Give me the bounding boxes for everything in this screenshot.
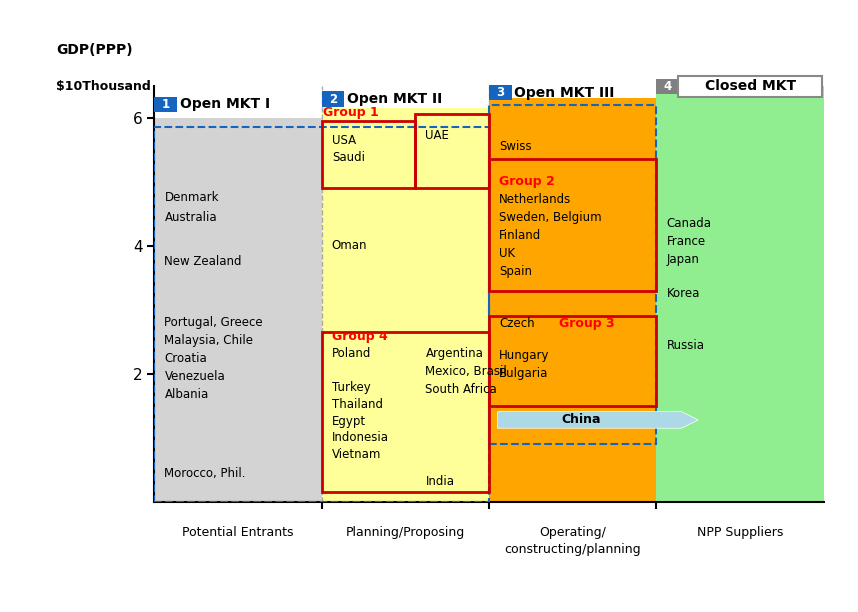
Text: Group 3: Group 3 bbox=[559, 318, 615, 330]
FancyBboxPatch shape bbox=[154, 97, 177, 112]
Text: Portugal, Greece: Portugal, Greece bbox=[165, 316, 263, 329]
Text: Canada: Canada bbox=[667, 217, 711, 230]
Text: Open MKT I: Open MKT I bbox=[179, 97, 269, 111]
Text: Argentina: Argentina bbox=[426, 347, 483, 360]
Text: Netherlands: Netherlands bbox=[499, 193, 571, 206]
Text: 1: 1 bbox=[161, 98, 170, 111]
Text: Turkey: Turkey bbox=[332, 381, 371, 395]
Text: Russia: Russia bbox=[667, 338, 704, 351]
Bar bbox=[489, 105, 656, 444]
Text: Australia: Australia bbox=[165, 211, 217, 223]
Bar bbox=[322, 108, 489, 502]
Bar bbox=[415, 114, 489, 188]
FancyBboxPatch shape bbox=[322, 91, 344, 107]
Text: Operating/
constructing/planning: Operating/ constructing/planning bbox=[505, 526, 641, 556]
Text: Group 2: Group 2 bbox=[499, 175, 555, 188]
Text: Thailand: Thailand bbox=[332, 398, 383, 411]
Text: Saudi: Saudi bbox=[332, 151, 365, 164]
Text: Czech: Czech bbox=[499, 318, 535, 330]
Bar bbox=[489, 99, 656, 502]
Text: 4: 4 bbox=[663, 80, 672, 93]
Text: France: France bbox=[667, 235, 705, 248]
Text: USA: USA bbox=[332, 133, 356, 147]
Bar bbox=[322, 121, 415, 188]
Text: Morocco, Phil.: Morocco, Phil. bbox=[165, 466, 246, 480]
Text: India: India bbox=[426, 475, 455, 488]
Text: Malaysia, Chile: Malaysia, Chile bbox=[165, 334, 253, 347]
Bar bbox=[322, 332, 489, 492]
Bar bbox=[656, 86, 824, 502]
Text: Japan: Japan bbox=[667, 253, 699, 266]
Text: Bulgaria: Bulgaria bbox=[499, 367, 548, 381]
Text: UAE: UAE bbox=[426, 129, 450, 142]
Text: Finland: Finland bbox=[499, 229, 541, 242]
Text: Venezuela: Venezuela bbox=[165, 370, 226, 383]
Text: Sweden, Belgium: Sweden, Belgium bbox=[499, 211, 601, 224]
Text: GDP(PPP): GDP(PPP) bbox=[56, 43, 132, 57]
Text: Spain: Spain bbox=[499, 265, 532, 278]
Text: Closed MKT: Closed MKT bbox=[704, 80, 795, 93]
Text: China: China bbox=[561, 413, 601, 427]
Text: Denmark: Denmark bbox=[165, 192, 219, 204]
Text: Oman: Oman bbox=[332, 239, 367, 252]
Text: Poland: Poland bbox=[332, 347, 372, 360]
FancyArrow shape bbox=[498, 411, 698, 428]
Bar bbox=[154, 118, 322, 502]
Bar bbox=[489, 159, 656, 291]
Text: Egypt: Egypt bbox=[332, 415, 366, 428]
FancyBboxPatch shape bbox=[489, 85, 511, 100]
Text: Potential Entrants: Potential Entrants bbox=[183, 526, 293, 539]
Text: $10Thousand: $10Thousand bbox=[56, 80, 150, 92]
Text: Group 4: Group 4 bbox=[332, 330, 388, 343]
Text: New Zealand: New Zealand bbox=[165, 255, 242, 268]
Text: South Africa: South Africa bbox=[426, 382, 498, 396]
Text: Indonesia: Indonesia bbox=[332, 431, 389, 444]
FancyBboxPatch shape bbox=[678, 76, 822, 97]
Text: Open MKT III: Open MKT III bbox=[514, 86, 614, 100]
Text: 2: 2 bbox=[329, 92, 337, 106]
Text: UK: UK bbox=[499, 247, 515, 260]
Bar bbox=[154, 127, 489, 502]
Text: Croatia: Croatia bbox=[165, 352, 208, 365]
Text: NPP Suppliers: NPP Suppliers bbox=[697, 526, 783, 539]
Text: Planning/Proposing: Planning/Proposing bbox=[346, 526, 465, 539]
Text: Mexico, Brasil: Mexico, Brasil bbox=[426, 365, 507, 378]
Text: Korea: Korea bbox=[667, 288, 700, 300]
Text: Albania: Albania bbox=[165, 388, 208, 401]
Text: Vietnam: Vietnam bbox=[332, 448, 381, 461]
FancyBboxPatch shape bbox=[656, 78, 679, 94]
Bar bbox=[489, 316, 656, 406]
Text: Hungary: Hungary bbox=[499, 349, 550, 362]
Text: 3: 3 bbox=[496, 86, 505, 99]
Text: Open MKT II: Open MKT II bbox=[347, 92, 442, 106]
Text: Swiss: Swiss bbox=[499, 140, 532, 153]
Text: Group 1: Group 1 bbox=[323, 106, 379, 119]
